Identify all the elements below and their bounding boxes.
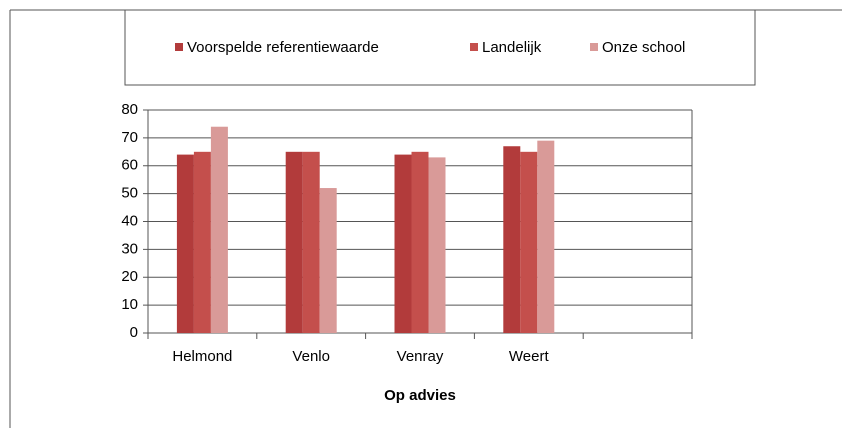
bar	[302, 151, 320, 333]
legend-label: Landelijk	[482, 39, 542, 56]
bar	[193, 151, 211, 333]
y-tick-label: 10	[121, 296, 138, 313]
y-tick-label: 50	[121, 185, 138, 202]
bar	[319, 188, 337, 333]
bar	[176, 154, 194, 333]
legend-box	[124, 9, 756, 86]
bar	[411, 151, 429, 333]
bar	[520, 151, 538, 333]
y-tick-label: 40	[121, 212, 138, 229]
legend-swatch	[470, 43, 478, 51]
x-tick-label: Venlo	[292, 348, 330, 365]
bar	[503, 146, 521, 333]
x-axis-title: Op advies	[384, 387, 456, 404]
bar	[285, 151, 303, 333]
y-tick-label: 60	[121, 157, 138, 174]
x-tick-label: Helmond	[172, 348, 232, 365]
bar	[537, 140, 555, 333]
y-tick-label: 80	[121, 101, 138, 118]
y-tick-label: 70	[121, 129, 138, 146]
legend-swatch	[175, 43, 183, 51]
legend-swatch	[590, 43, 598, 51]
bar	[210, 126, 228, 333]
y-tick-label: 0	[130, 324, 138, 341]
legend-label: Onze school	[602, 39, 685, 56]
legend-label: Voorspelde referentiewaarde	[187, 39, 379, 56]
x-tick-label: Weert	[509, 348, 550, 365]
y-tick-label: 30	[121, 240, 138, 257]
bar	[428, 157, 446, 333]
y-tick-label: 20	[121, 268, 138, 285]
x-tick-label: Venray	[397, 348, 444, 365]
bar	[394, 154, 412, 333]
